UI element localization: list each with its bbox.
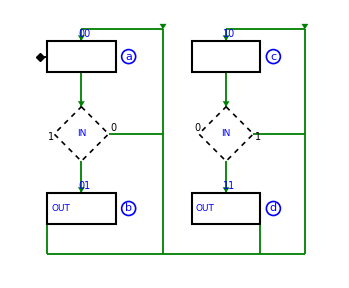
Text: 0: 0 [194, 123, 201, 133]
Bar [192, 41, 260, 72]
Text: IN: IN [77, 130, 86, 139]
Text: 01: 01 [78, 181, 90, 191]
Text: 11: 11 [223, 181, 235, 191]
Polygon shape [78, 101, 85, 107]
Text: c: c [270, 52, 276, 62]
Bar [192, 193, 260, 224]
Bar [47, 41, 116, 72]
Text: d: d [270, 204, 277, 213]
Polygon shape [159, 24, 166, 29]
Text: 1: 1 [49, 132, 54, 142]
Polygon shape [223, 101, 230, 107]
Text: OUT: OUT [51, 204, 70, 213]
Text: b: b [125, 204, 132, 213]
Bar [47, 193, 116, 224]
Polygon shape [223, 187, 230, 193]
Text: IN: IN [221, 130, 231, 139]
Text: 10: 10 [223, 29, 235, 39]
Polygon shape [223, 35, 230, 41]
Text: 1: 1 [255, 132, 261, 142]
Text: 00: 00 [78, 29, 90, 39]
Polygon shape [78, 187, 85, 193]
Text: 0: 0 [110, 123, 116, 133]
Text: a: a [125, 52, 132, 62]
Polygon shape [302, 24, 309, 29]
Text: OUT: OUT [196, 204, 215, 213]
Polygon shape [78, 35, 85, 41]
